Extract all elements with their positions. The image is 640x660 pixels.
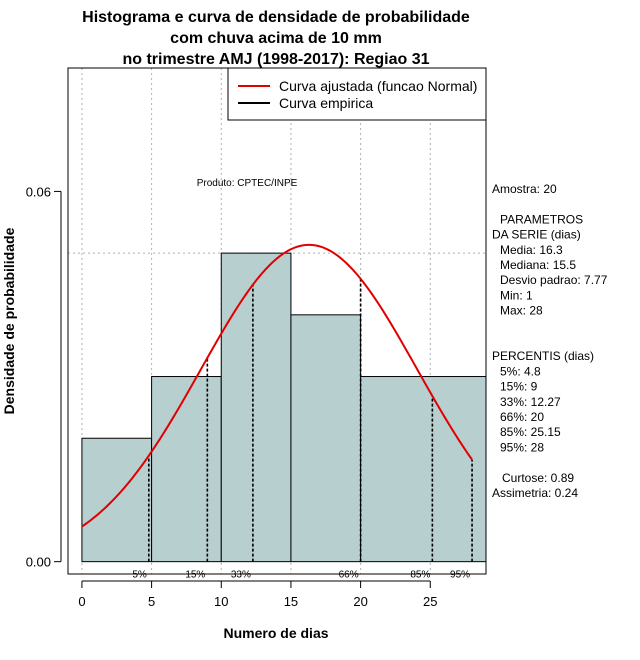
percentile-label: 5% — [132, 570, 147, 581]
histogram-bar — [360, 376, 487, 563]
normal-curve — [81, 243, 473, 528]
stats-line: Max: 28 — [500, 304, 543, 318]
stats-line: 95%: 28 — [500, 440, 544, 454]
stats-line: PERCENTIS (dias) — [492, 349, 594, 363]
stats-line: Assimetria: 0.24 — [492, 486, 578, 500]
percentile-label: 85% — [410, 570, 430, 581]
percentile-lines: 5% 15% 33% 66% 85% 95% — [132, 278, 473, 581]
stats-line: 5%: 4.8 — [500, 364, 541, 378]
title-line: no trimestre AMJ (1998-2017): Regiao 31 — [122, 51, 429, 68]
x-tick-label: 15 — [284, 594, 298, 609]
stats-line: DA SERIE (dias) — [492, 228, 581, 242]
x-tick-label: 20 — [353, 594, 367, 609]
stats-line: Mediana: 15.5 — [500, 258, 576, 272]
percentile-label: 33% — [231, 570, 251, 581]
stats-line: Amostra: 20 — [492, 182, 557, 196]
title-line: Histograma e curva de densidade de proba… — [82, 9, 470, 26]
product-annotation: Produto: CPTEC/INPE — [197, 178, 298, 189]
histogram-bar — [81, 437, 153, 563]
stats-line: PARAMETROS — [500, 212, 583, 226]
stats-line: Curtose: 0.89 — [502, 471, 574, 485]
axes: 0 5 10 15 20 25 0.00 0.06 Numero de dias Densidad… — [1, 184, 438, 641]
stats-line: 15%: 9 — [500, 380, 538, 394]
y-axis-title: Densidade de probabilidade — [1, 227, 17, 414]
percentile-label: 66% — [339, 570, 359, 581]
normal-curve-line — [81, 243, 473, 528]
x-tick-label: 5 — [148, 594, 155, 609]
percentile-label: 95% — [450, 570, 470, 581]
x-axis-title: Numero de dias — [223, 625, 328, 641]
histogram-bar — [220, 252, 292, 563]
percentile-label: 15% — [185, 570, 205, 581]
x-tick-label: 0 — [78, 594, 85, 609]
stats-line: 33%: 12.27 — [500, 395, 561, 409]
stats-line: 66%: 20 — [500, 410, 544, 424]
legend-label: Curva ajustada (funcao Normal) — [279, 78, 477, 94]
legend-label: Curva empirica — [279, 95, 373, 111]
chart-title: Histograma e curva de densidade de proba… — [82, 9, 470, 68]
y-tick-label: 0.06 — [26, 184, 51, 199]
x-tick-label: 25 — [423, 594, 437, 609]
stats-line: Min: 1 — [500, 288, 533, 302]
title-line: com chuva acima de 10 mm — [170, 30, 382, 47]
x-tick-label: 10 — [214, 594, 228, 609]
stats-line: 85%: 25.15 — [500, 425, 561, 439]
y-tick-label: 0.00 — [26, 555, 51, 570]
legend-box — [227, 67, 487, 121]
histogram-bar — [290, 314, 362, 563]
histogram-bars — [81, 252, 487, 563]
stats-line: Desvio padrao: 7.77 — [500, 273, 608, 287]
histogram-bar — [151, 376, 222, 563]
stats-line: Media: 16.3 — [500, 243, 563, 257]
legend: Curva ajustada (funcao Normal)Curva empi… — [227, 67, 487, 121]
